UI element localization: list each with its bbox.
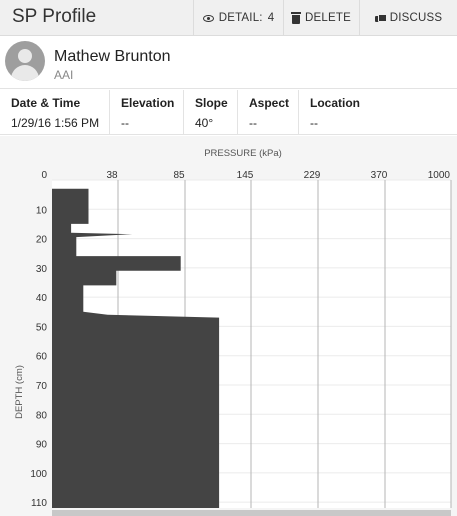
discuss-label: DISCUSS: [389, 12, 443, 24]
avatar-head-shape: [18, 49, 32, 63]
y-tick-label: 60: [36, 352, 48, 363]
user-row: Mathew Brunton AAI: [0, 37, 457, 89]
discuss-icon: [374, 14, 387, 22]
x-tick-label: 0: [41, 170, 47, 181]
x-tick-label: 38: [106, 170, 118, 181]
x-tick-label: 1000: [428, 170, 451, 181]
y-tick-label: 20: [36, 235, 48, 246]
delete-button[interactable]: DELETE: [283, 0, 359, 36]
delete-label: DELETE: [305, 12, 351, 24]
meta-elevation-cell: Elevation --: [110, 90, 184, 135]
meta-aspect-label: Aspect: [249, 96, 290, 110]
hardness-profile-area[interactable]: [52, 188, 220, 508]
x-tick-label: 370: [371, 170, 388, 181]
avatar-body-shape: [11, 65, 39, 81]
profile-meta-table: Date & Time 1/29/16 1:56 PM Elevation --…: [0, 90, 457, 135]
meta-aspect-value: --: [249, 116, 257, 130]
y-tick-label: 30: [36, 264, 48, 275]
meta-location-value: --: [310, 116, 318, 130]
top-bar: SP Profile DETAIL: 4 DELETE DISCUSS: [0, 0, 457, 36]
detail-button[interactable]: DETAIL: 4: [193, 0, 283, 36]
x-tick-label: 229: [304, 170, 321, 181]
y-tick-label: 10: [36, 205, 48, 216]
avatar[interactable]: [5, 41, 45, 81]
page-title: SP Profile: [12, 6, 97, 27]
meta-slope-label: Slope: [195, 96, 228, 110]
pressure-profile-svg: 0 38 85 145 229 370 1000 10 20 30 40 50 60 70 80 90 100…: [14, 148, 452, 516]
y-tick-labels: 10 20 30 40 50 60 70 80 90 100 110: [30, 205, 47, 509]
x-tick-label: 85: [173, 170, 185, 181]
meta-slope-value: 40°: [195, 116, 214, 130]
detail-value: 4: [267, 12, 275, 24]
y-tick-label: 40: [36, 293, 48, 304]
user-org: AAI: [54, 68, 74, 82]
meta-slope-cell: Slope 40°: [184, 90, 238, 135]
horizontal-scrollbar[interactable]: [52, 510, 451, 516]
x-tick-labels: 0 38 85 145 229 370 1000: [41, 170, 450, 181]
y-tick-label: 90: [36, 440, 48, 451]
x-tick-label: 145: [237, 170, 254, 181]
meta-aspect-cell: Aspect --: [238, 90, 299, 135]
discuss-button[interactable]: DISCUSS: [359, 0, 457, 36]
meta-date-label: Date & Time: [11, 96, 81, 110]
user-name[interactable]: Mathew Brunton: [54, 48, 171, 65]
x-axis-label: PRESSURE (kPa): [204, 148, 282, 159]
meta-date-value: 1/29/16 1:56 PM: [11, 116, 100, 130]
y-tick-label: 100: [30, 469, 47, 480]
detail-label: DETAIL:: [218, 12, 263, 24]
y-tick-label: 70: [36, 381, 48, 392]
meta-elevation-value: --: [121, 116, 129, 130]
eye-icon: [202, 14, 214, 22]
y-tick-label: 110: [31, 498, 47, 509]
meta-location-cell: Location --: [299, 90, 457, 135]
y-tick-label: 50: [36, 322, 48, 333]
meta-location-label: Location: [310, 96, 360, 110]
y-axis-label: DEPTH (cm): [14, 365, 25, 419]
meta-date-cell: Date & Time 1/29/16 1:56 PM: [0, 90, 110, 135]
y-tick-label: 80: [36, 410, 48, 421]
meta-elevation-label: Elevation: [121, 96, 175, 110]
trash-icon: [291, 11, 302, 24]
pressure-profile-chart: 0 38 85 145 229 370 1000 10 20 30 40 50 60 70 80 90 100…: [0, 136, 457, 516]
